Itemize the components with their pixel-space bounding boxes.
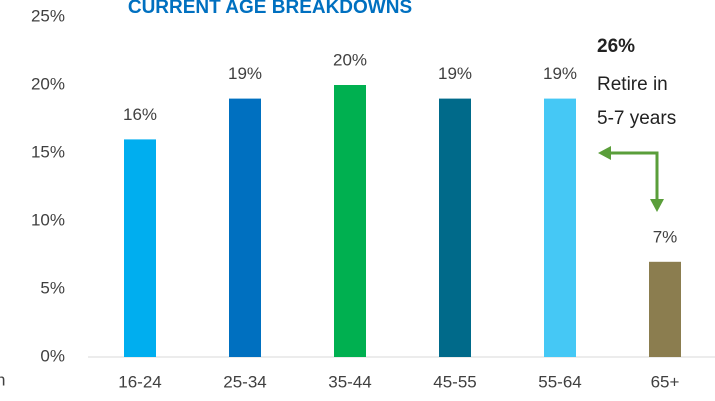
chart-title: CURRENT AGE BREAKDOWNS	[128, 0, 412, 18]
data-label: 19%	[543, 64, 577, 83]
bar	[124, 139, 156, 357]
bar	[439, 98, 471, 357]
annotation: Retire in	[597, 74, 668, 95]
data-label: 16%	[123, 105, 157, 124]
data-label: 19%	[228, 64, 262, 83]
x-tick-label: 16-24	[118, 372, 161, 391]
arrows	[598, 146, 664, 212]
x-tick-label: 45-55	[433, 372, 476, 391]
y-tick-label: 0%	[40, 346, 65, 365]
bar	[649, 261, 681, 357]
bar	[334, 85, 366, 357]
bar	[544, 98, 576, 357]
x-tick-label: 65+	[651, 372, 680, 391]
y-tick-label: 25%	[31, 6, 65, 25]
annotation: n	[0, 370, 5, 389]
y-tick-label: 15%	[31, 142, 65, 161]
x-tick-label: 25-34	[223, 372, 266, 391]
bar	[229, 98, 261, 357]
x-tick-label: 55-64	[538, 372, 581, 391]
y-tick-label: 5%	[40, 278, 65, 297]
annotation: 5-7 years	[597, 108, 676, 129]
y-tick-label: 20%	[31, 74, 65, 93]
data-label: 20%	[333, 50, 367, 69]
x-tick-label: 35-44	[328, 372, 371, 391]
data-label: 19%	[438, 64, 472, 83]
y-tick-label: 10%	[31, 210, 65, 229]
annotation: 26%	[597, 36, 635, 57]
data-label: 7%	[653, 227, 678, 246]
